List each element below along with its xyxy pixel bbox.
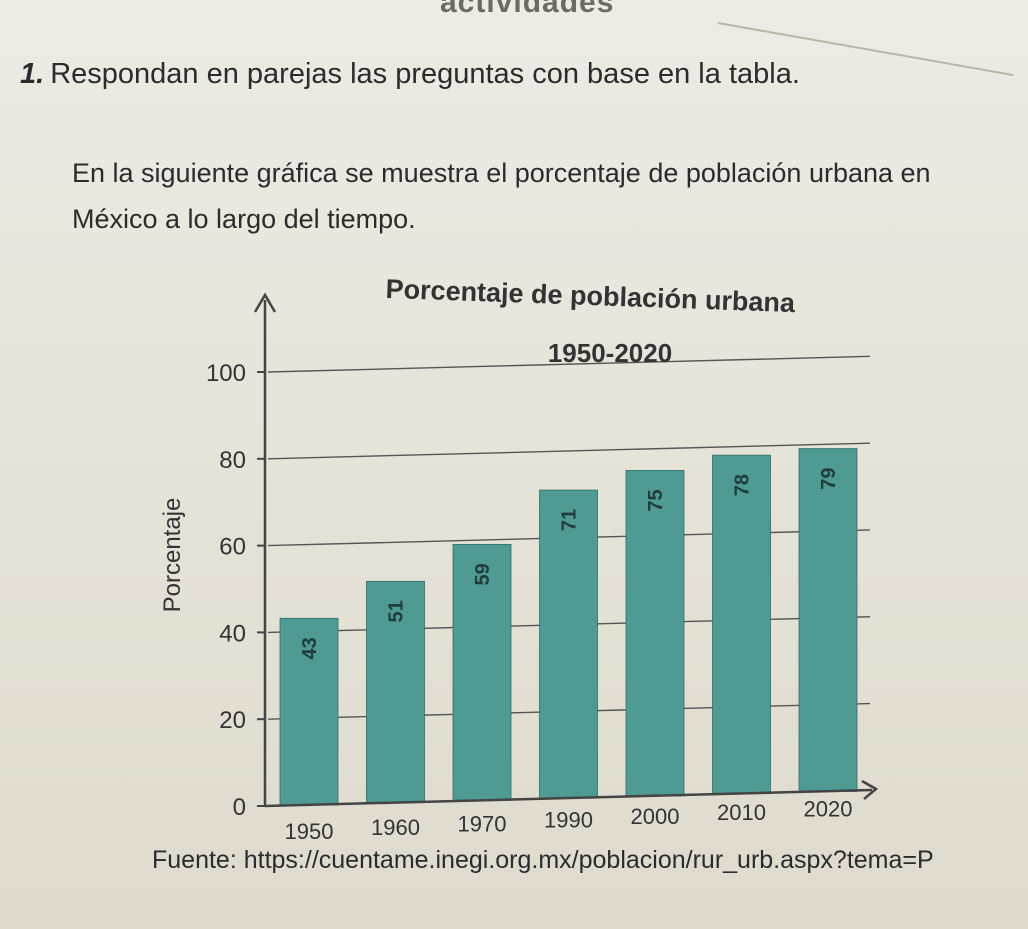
data-label-2000: 75 [645,489,667,511]
data-label-2010: 78 [732,474,754,496]
y-tick-label: 80 [219,447,246,474]
bar-2020 [798,448,858,792]
bar-1970 [452,543,512,801]
data-label-1950: 43 [299,637,321,659]
question: 1. Respondan en parejas las preguntas con… [20,58,800,91]
y-tick-label: 40 [219,620,246,647]
question-text: Respondan en parejas las preguntas con b… [50,58,800,90]
x-tick-label-1960: 1960 [371,815,420,840]
grid-line [267,442,871,460]
x-tick-label-1990: 1990 [544,808,593,833]
x-axis-arrow [861,779,879,800]
bar-1990 [539,489,598,799]
y-tick-label: 20 [219,707,246,734]
source-citation: Fuente: https://cuentame.inegi.org.mx/po… [152,846,934,874]
data-labels: 43 51 59 71 75 78 79 [299,467,840,659]
question-number: 1. [20,58,45,90]
data-label-1990: 71 [559,509,581,531]
data-label-1960: 51 [386,600,408,622]
x-tick-label-2000: 2000 [631,804,680,829]
section-title: actividades [440,0,615,19]
y-tick-label: 60 [219,534,246,561]
grid-line [267,355,871,373]
bar-1960 [366,580,425,804]
x-tick-labels: 1950 1960 1970 1990 2000 2010 2020 [285,796,853,843]
x-axis [264,788,873,808]
y-axis-label: Porcentaje [159,498,186,613]
x-tick-label-1950: 1950 [285,819,334,844]
x-tick-label-2020: 2020 [804,796,853,821]
y-tick-labels: 0 20 40 60 80 100 [206,360,265,821]
data-label-2020: 79 [818,467,840,489]
data-label-1970: 59 [472,563,494,585]
bars [279,448,858,806]
chart-title: Porcentaje de población urbana [385,274,796,318]
intro-line-1: En la siguiente gráfica se muestra el po… [72,158,931,188]
chart-subtitle: 1950-2020 [548,338,672,368]
y-tick-label: 100 [206,360,246,387]
intro-paragraph: En la siguiente gráfica se muestra el po… [72,150,1022,242]
x-tick-label-2010: 2010 [717,800,766,825]
y-tick-label: 0 [233,794,246,821]
axes [253,292,879,808]
bar-2010 [712,454,771,795]
intro-line-2: México a lo largo del tiempo. [72,204,416,234]
x-tick-label-1970: 1970 [458,811,507,836]
bar-2000 [625,470,685,797]
y-axis-arrow [253,292,277,313]
